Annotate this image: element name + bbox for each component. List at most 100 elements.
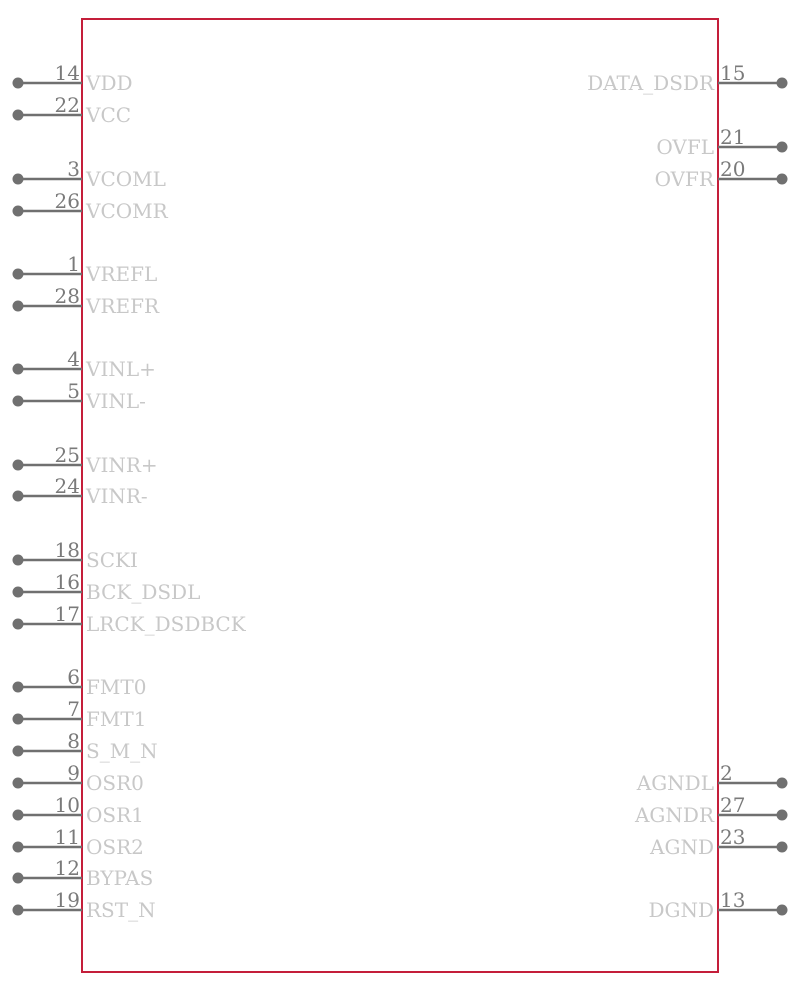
pin-name: VINR- [85, 484, 148, 508]
pin-terminal [12, 173, 24, 185]
pin-terminal [12, 300, 24, 312]
pin-name: OSR1 [86, 803, 144, 827]
pin-name: S_M_N [86, 739, 158, 763]
pin-vinr-: 25 VINR+ [12, 443, 158, 477]
pin-osr1: 10 OSR1 [12, 793, 144, 827]
pin-number: 27 [720, 793, 745, 817]
pin-vrefl: 1 VREFL [12, 252, 157, 286]
pin-vinl-: 4 VINL+ [12, 347, 156, 381]
pin-number: 8 [67, 729, 80, 753]
pin-number: 10 [55, 793, 80, 817]
pin-fmt0: 6 FMT0 [12, 665, 146, 699]
pin-number: 7 [67, 697, 80, 721]
pin-number: 17 [55, 602, 80, 626]
pin-name: OSR2 [86, 835, 144, 859]
pin-number: 23 [720, 825, 745, 849]
pin-name: VINR+ [85, 453, 158, 477]
pin-name: VREFR [85, 294, 160, 318]
pin-name: AGND [649, 835, 714, 859]
pin-name: VREFL [85, 262, 157, 286]
pin-number: 9 [67, 761, 80, 785]
pin-name: VCC [85, 103, 131, 127]
pin-terminal [776, 173, 788, 185]
pin-rst-n: 19 RST_N [12, 888, 156, 922]
pin-terminal [12, 904, 24, 916]
pin-number: 25 [55, 443, 80, 467]
pin-terminal [776, 77, 788, 89]
pin-name: VINL+ [85, 357, 156, 381]
pin-vcc: 22 VCC [12, 93, 131, 127]
pin-terminal [12, 872, 24, 884]
component-body [81, 18, 719, 973]
pin-lrck-dsdbck: 17 LRCK_DSDBCK [12, 602, 247, 636]
pin-terminal [12, 268, 24, 280]
pin-number: 26 [55, 189, 80, 213]
pin-number: 24 [55, 474, 80, 498]
pin-terminal [776, 141, 788, 153]
pin-number: 18 [55, 538, 80, 562]
pin-terminal [776, 809, 788, 821]
pin-number: 11 [55, 825, 80, 849]
pin-terminal [776, 841, 788, 853]
pin-number: 13 [720, 888, 745, 912]
pin-bck-dsdl: 16 BCK_DSDL [12, 570, 200, 604]
pin-terminal [12, 205, 24, 217]
pin-vcoml: 3 VCOML [12, 157, 166, 191]
pin-terminal [12, 809, 24, 821]
pin-fmt1: 7 FMT1 [12, 697, 146, 731]
pin-number: 2 [720, 761, 733, 785]
pin-terminal [12, 363, 24, 375]
pin-terminal [12, 777, 24, 789]
pin-name: VCOMR [85, 199, 169, 223]
pin-terminal [12, 713, 24, 725]
pin-terminal [12, 681, 24, 693]
pin-name: AGNDL [636, 771, 714, 795]
pin-terminal [12, 554, 24, 566]
pin-vinr-: 24 VINR- [12, 474, 148, 508]
pin-number: 16 [55, 570, 80, 594]
pin-terminal [12, 109, 24, 121]
pin-number: 21 [720, 125, 745, 149]
pin-name: RST_N [86, 898, 156, 922]
pin-terminal [12, 459, 24, 471]
pin-number: 5 [67, 379, 80, 403]
pin-name: BCK_DSDL [86, 580, 200, 604]
pin-number: 1 [67, 252, 80, 276]
pin-name: BYPAS [86, 866, 153, 890]
pin-terminal [12, 77, 24, 89]
pin-number: 3 [67, 157, 80, 181]
right-pin-group: 15DATA_DSDR21OVFL20OVFR2AGNDL27AGNDR23AG… [587, 61, 788, 922]
pin-name: AGNDR [634, 803, 715, 827]
pin-name: DATA_DSDR [587, 71, 715, 95]
pin-vrefr: 28 VREFR [12, 284, 160, 318]
pin-osr0: 9 OSR0 [12, 761, 144, 795]
pin-vinl-: 5 VINL- [12, 379, 146, 413]
pin-number: 20 [720, 157, 745, 181]
pin-number: 22 [55, 93, 80, 117]
pin-name: OVFL [656, 135, 714, 159]
pin-terminal [12, 586, 24, 598]
pin-terminal [12, 745, 24, 757]
pin-name: VINL- [85, 389, 146, 413]
pin-name: VDD [85, 71, 133, 95]
pin-name: FMT0 [86, 675, 146, 699]
pin-terminal [776, 777, 788, 789]
pin-s-m-n: 8 S_M_N [12, 729, 158, 763]
pin-number: 14 [55, 61, 80, 85]
pin-name: LRCK_DSDBCK [86, 612, 247, 636]
pin-name: FMT1 [86, 707, 146, 731]
pin-scki: 18 SCKI [12, 538, 138, 572]
pin-name: OSR0 [86, 771, 144, 795]
pin-name: VCOML [85, 167, 166, 191]
pin-name: SCKI [86, 548, 138, 572]
pin-number: 12 [55, 856, 80, 880]
